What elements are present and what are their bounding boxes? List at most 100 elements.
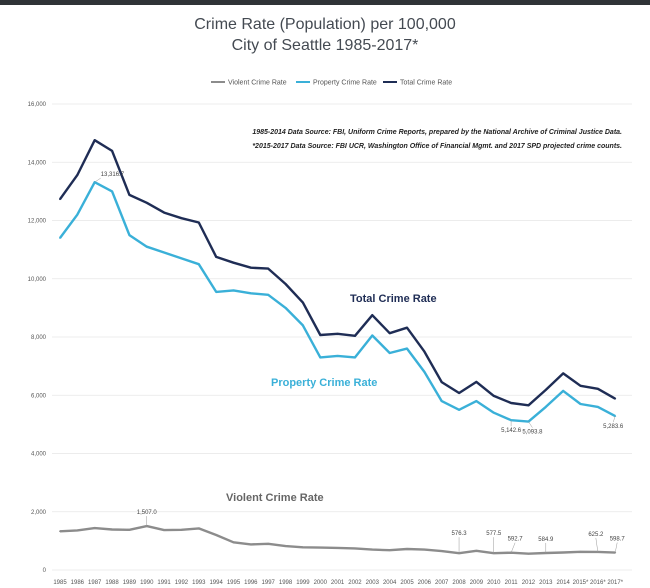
data-point-property (232, 289, 235, 292)
x-tick-label: 1993 (192, 580, 206, 586)
x-tick-label: 1999 (296, 580, 310, 586)
data-label-property_2011: 5,142.6 (501, 428, 522, 434)
data-point-violent (180, 528, 183, 531)
data-point-total (371, 314, 374, 317)
data-point-property (371, 334, 374, 337)
data-point-property (544, 406, 547, 408)
x-tick-label: 1992 (175, 580, 189, 586)
data-point-violent (267, 542, 270, 545)
y-tick-label: 12,000 (28, 219, 47, 225)
data-point-property (440, 400, 443, 402)
data-point-property (562, 389, 565, 392)
data-point-violent (423, 548, 426, 551)
data-point-violent (76, 529, 79, 532)
x-tick-label: 1988 (105, 580, 119, 586)
legend-label-property: Property Crime Rate (313, 80, 377, 87)
x-tick-label: 2008 (452, 580, 466, 586)
data-point-property (284, 306, 287, 309)
legend-label-violent: Violent Crime Rate (228, 80, 287, 87)
data-point-property (267, 293, 270, 296)
x-tick-label: 2006 (418, 580, 432, 586)
data-point-property (59, 237, 61, 239)
data-point-violent (284, 545, 287, 548)
source-note-line1: 1985-2014 Data Source: FBI, Uniform Crim… (252, 129, 622, 136)
x-tick-label: 2004 (383, 580, 397, 586)
data-point-total (596, 387, 599, 390)
data-label-leader (612, 416, 616, 423)
data-point-violent (319, 546, 322, 549)
data-point-violent (354, 547, 356, 550)
x-tick-label: 1996 (244, 580, 258, 586)
data-label-violent_2011: 592.7 (508, 537, 524, 543)
data-point-violent (475, 549, 478, 552)
data-label-leader (510, 542, 516, 553)
data-point-total (128, 193, 131, 196)
y-tick-label: 6,000 (31, 393, 47, 399)
data-point-total (267, 267, 270, 270)
data-point-violent (562, 551, 565, 554)
data-point-violent (527, 552, 530, 555)
data-point-violent (614, 551, 617, 554)
data-label-leader (614, 542, 618, 553)
legend: Violent Crime Rate Property Crime Rate T… (211, 80, 452, 87)
data-point-property (492, 411, 495, 414)
data-label-violent_2008: 576.3 (452, 531, 468, 537)
data-point-total (180, 217, 183, 220)
y-axis-ticks: 0 2,000 4,000 6,000 8,000 10,000 12,000 14,000 1… (28, 102, 47, 574)
data-point-total (544, 388, 547, 391)
legend-label-total: Total Crime Rate (400, 80, 452, 87)
data-point-property (336, 355, 339, 357)
data-point-violent (579, 550, 582, 553)
data-point-total (232, 261, 235, 264)
gridlines (52, 103, 632, 571)
y-tick-label: 8,000 (31, 335, 47, 341)
data-point-property (458, 408, 460, 411)
x-tick-label: 1987 (88, 580, 102, 586)
x-tick-label: 2001 (331, 580, 345, 586)
y-tick-label: 2,000 (31, 510, 47, 516)
series-line-total (59, 138, 616, 407)
data-point-total (423, 350, 426, 353)
data-point-total (284, 283, 287, 285)
data-point-total (614, 397, 617, 400)
data-point-total (163, 211, 166, 214)
x-tick-label: 2000 (314, 580, 328, 586)
x-axis-ticks: 1985 1986 1987 1988 1989 1990 1991 1992 1993 1994… (53, 580, 623, 586)
data-point-violent (163, 529, 166, 531)
source-note-line2: *2015-2017 Data Source: FBI UCR, Washing… (252, 143, 622, 150)
data-point-property (319, 356, 322, 359)
data-label-leader (528, 421, 533, 428)
data-point-property (111, 190, 113, 193)
data-label-leader (595, 537, 599, 552)
data-point-property (163, 251, 166, 254)
data-point-total (354, 334, 356, 337)
x-tick-label: 1997 (262, 580, 276, 586)
data-point-property (128, 234, 131, 236)
data-point-violent (249, 543, 252, 546)
data-point-violent (111, 528, 113, 531)
x-tick-label: 2002 (348, 580, 362, 586)
data-point-property (180, 257, 183, 260)
x-tick-label: 2017* (607, 580, 623, 586)
data-label-property_2017: 5,283.6 (603, 424, 624, 430)
data-point-total (562, 372, 565, 375)
data-point-total (336, 332, 339, 335)
x-tick-label: 1994 (209, 580, 223, 586)
data-point-property (423, 371, 426, 373)
x-tick-label: 1998 (279, 580, 293, 586)
data-point-violent (406, 548, 408, 550)
series-label-total: Total Crime Rate (350, 293, 437, 305)
data-point-total (319, 334, 322, 336)
data-point-total (249, 266, 252, 269)
data-point-violent (302, 546, 304, 549)
y-tick-label: 16,000 (28, 102, 47, 108)
data-point-total (440, 381, 443, 384)
data-point-violent (232, 541, 235, 544)
data-point-property (302, 324, 304, 327)
x-tick-label: 2014 (556, 580, 570, 586)
x-tick-label: 1989 (123, 580, 137, 586)
x-tick-label: 2003 (366, 580, 380, 586)
data-point-property (579, 403, 582, 405)
data-point-total (111, 149, 113, 152)
